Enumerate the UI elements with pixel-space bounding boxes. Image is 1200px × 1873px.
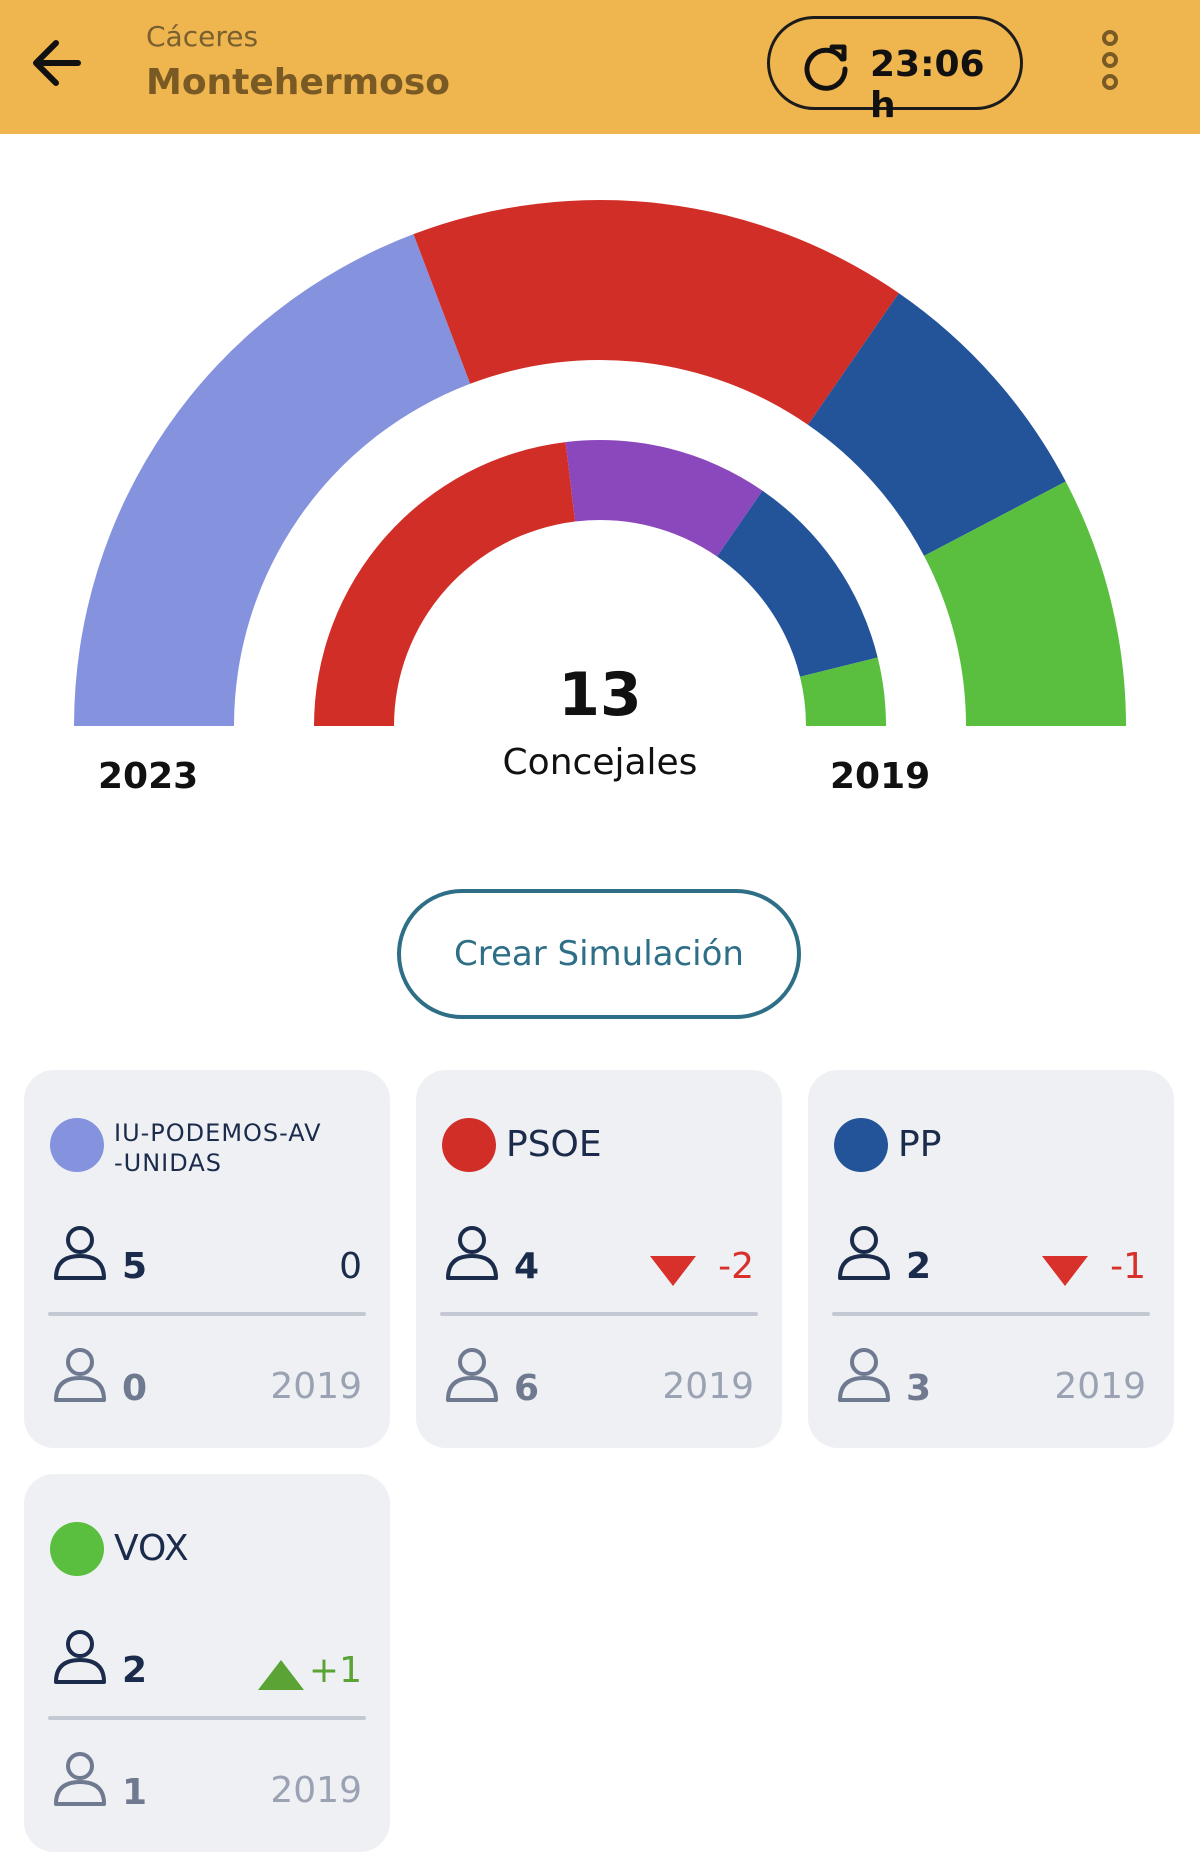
- more-menu-button[interactable]: [1090, 24, 1130, 104]
- outer-ring-segment-vox: [924, 481, 1126, 726]
- party-name: VOX: [114, 1528, 189, 1569]
- outer-ring-segment-iu-podemos-av-unidas: [74, 234, 471, 726]
- seats-current: 2: [906, 1246, 932, 1287]
- update-time: 23:06 h: [870, 44, 985, 126]
- seats-current: 2: [122, 1650, 148, 1691]
- person-icon: [54, 1226, 106, 1280]
- person-icon: [838, 1348, 890, 1402]
- seats-current: 4: [514, 1246, 540, 1287]
- back-button[interactable]: [24, 28, 94, 98]
- inner-ring-segment-psoe: [314, 442, 576, 726]
- seats-previous: 6: [514, 1368, 540, 1409]
- previous-year-label: 2019: [1054, 1366, 1146, 1407]
- card-divider: [48, 1716, 366, 1720]
- seats-difference: 0: [339, 1246, 362, 1287]
- seats-difference: -2: [718, 1246, 754, 1287]
- seats-previous: 1: [122, 1772, 148, 1813]
- card-divider: [440, 1312, 758, 1316]
- previous-year-label: 2019: [662, 1366, 754, 1407]
- year-current-label: 2023: [98, 756, 199, 797]
- party-card[interactable]: PSOE 4 -2 6 2019: [416, 1070, 782, 1448]
- seats-current: 5: [122, 1246, 148, 1287]
- party-card[interactable]: PP 2 -1 3 2019: [808, 1070, 1174, 1448]
- decrease-arrow-icon: [1042, 1256, 1088, 1286]
- previous-year-label: 2019: [270, 1770, 362, 1811]
- party-color-dot: [834, 1118, 888, 1172]
- seats-difference: -1: [1110, 1246, 1146, 1287]
- create-simulation-button[interactable]: Crear Simulación: [397, 889, 801, 1019]
- year-previous-label: 2019: [830, 756, 931, 797]
- refresh-icon: [804, 44, 848, 91]
- party-card[interactable]: VOX 2 +1 1 2019: [24, 1474, 390, 1852]
- total-seats-label: Concejales: [502, 742, 698, 783]
- person-icon: [446, 1348, 498, 1402]
- seats-previous: 3: [906, 1368, 932, 1409]
- inner-ring-segment-iu-podemos-av-unidas: [565, 440, 763, 557]
- person-icon: [54, 1630, 106, 1684]
- more-vertical-icon: [1102, 30, 1118, 90]
- outer-ring-segment-psoe: [413, 200, 899, 425]
- party-name: PP: [898, 1124, 942, 1165]
- inner-ring-segment-vox: [800, 657, 886, 726]
- arrow-left-icon: [33, 40, 81, 86]
- seats-difference: +1: [308, 1650, 362, 1691]
- municipality-title: Montehermoso: [146, 62, 451, 103]
- person-icon: [54, 1752, 106, 1806]
- party-color-dot: [442, 1118, 496, 1172]
- decrease-arrow-icon: [650, 1256, 696, 1286]
- seats-previous: 0: [122, 1368, 148, 1409]
- increase-arrow-icon: [258, 1660, 304, 1690]
- app-header: Cáceres Montehermoso 23:06 h: [0, 0, 1200, 134]
- person-icon: [838, 1226, 890, 1280]
- outer-ring-segment-pp: [807, 293, 1066, 556]
- person-icon: [54, 1348, 106, 1402]
- party-name: IU-PODEMOS-AV -UNIDAS: [114, 1119, 322, 1177]
- party-name: PSOE: [506, 1124, 602, 1165]
- party-color-dot: [50, 1118, 104, 1172]
- total-seats: 13: [558, 660, 642, 730]
- inner-ring-segment-pp: [717, 490, 878, 677]
- person-icon: [446, 1226, 498, 1280]
- previous-year-label: 2019: [270, 1366, 362, 1407]
- refresh-button[interactable]: 23:06 h: [767, 16, 1023, 126]
- card-divider: [832, 1312, 1150, 1316]
- seat-chart: [74, 200, 1126, 726]
- party-color-dot: [50, 1522, 104, 1576]
- party-card[interactable]: IU-PODEMOS-AV -UNIDAS 5 0 0 2019: [24, 1070, 390, 1448]
- card-divider: [48, 1312, 366, 1316]
- province-label: Cáceres: [146, 20, 259, 53]
